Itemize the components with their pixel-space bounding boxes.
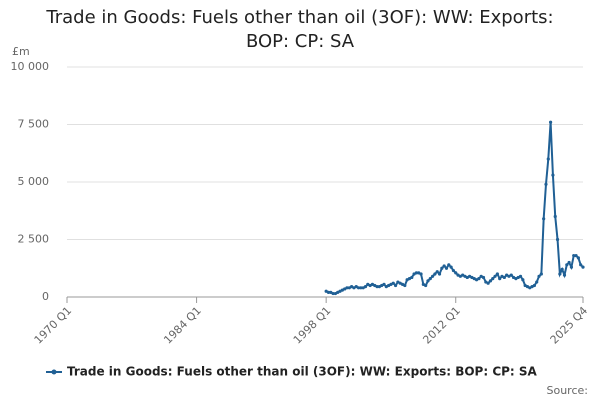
legend-label: Trade in Goods: Fuels other than oil (3O…: [67, 365, 538, 379]
data-point: [553, 214, 557, 219]
data-point: [345, 286, 349, 290]
data-point: [551, 173, 555, 177]
data-point: [426, 279, 430, 283]
data-point: [518, 274, 523, 278]
data-point: [391, 281, 395, 285]
data-point: [447, 263, 451, 267]
data-point: [567, 260, 571, 265]
data-point: [430, 274, 435, 278]
data-point: [532, 283, 537, 288]
data-point: [444, 266, 449, 270]
data-point: [493, 274, 497, 278]
data-point: [331, 291, 335, 296]
y-tick-label: 7 500: [18, 118, 50, 131]
data-point: [542, 217, 546, 221]
data-point: [558, 272, 562, 276]
data-point: [382, 282, 386, 286]
data-point: [359, 286, 363, 290]
data-point: [498, 277, 502, 281]
data-point: [549, 120, 553, 124]
data-point: [572, 254, 576, 258]
data-point: [477, 277, 481, 281]
data-point: [428, 277, 432, 281]
x-tick-label: 2012 Q1: [420, 304, 463, 347]
series-line: [325, 122, 584, 295]
data-point: [440, 266, 444, 270]
data-point: [488, 279, 493, 283]
data-point: [437, 272, 442, 276]
data-point: [569, 265, 574, 269]
data-point: [574, 254, 578, 258]
data-point: [410, 275, 414, 280]
x-tick-label: 2025 Q4: [548, 304, 591, 347]
data-point: [509, 273, 513, 277]
x-tick-label: 1998 Q1: [291, 304, 334, 347]
data-point: [535, 280, 539, 284]
data-point: [393, 283, 398, 288]
data-point: [451, 268, 456, 273]
data-point: [544, 182, 548, 186]
data-point: [562, 273, 567, 277]
data-point: [419, 272, 423, 276]
data-point: [481, 275, 486, 280]
source: Source:: [547, 384, 589, 397]
data-point: [435, 270, 439, 274]
data-point: [414, 271, 418, 275]
data-point: [495, 272, 499, 276]
data-point: [546, 157, 550, 161]
data-point: [555, 237, 560, 242]
data-point: [375, 285, 379, 289]
y-tick-label: 2 500: [18, 233, 50, 246]
data-point: [521, 278, 525, 282]
data-point: [356, 286, 361, 290]
data-point: [442, 264, 446, 268]
data-point: [449, 265, 453, 269]
data-point: [363, 285, 368, 289]
data-point: [560, 267, 564, 271]
chart-title: Trade in Goods: Fuels other than oil (3O…: [46, 7, 554, 52]
y-tick-label: 10 000: [11, 60, 50, 73]
y-tick-label: 5 000: [18, 175, 50, 188]
data-point: [502, 275, 506, 280]
y-axis-label: £m: [12, 45, 30, 58]
data-point: [539, 272, 543, 276]
legend-marker: [51, 369, 57, 375]
data-point: [454, 271, 458, 275]
data-point: [424, 283, 428, 288]
data-point: [576, 256, 580, 260]
data-point: [581, 265, 585, 269]
data-point: [537, 274, 541, 278]
data-point: [565, 263, 569, 267]
x-tick-label: 1984 Q1: [161, 304, 204, 347]
data-point: [486, 281, 490, 285]
data-point: [326, 290, 331, 294]
y-tick-label: 0: [42, 290, 49, 303]
data-point: [579, 263, 583, 267]
data-point: [491, 277, 495, 281]
x-tick-label: 1970 Q1: [32, 304, 75, 347]
data-point: [403, 283, 407, 288]
data-point: [433, 272, 437, 276]
